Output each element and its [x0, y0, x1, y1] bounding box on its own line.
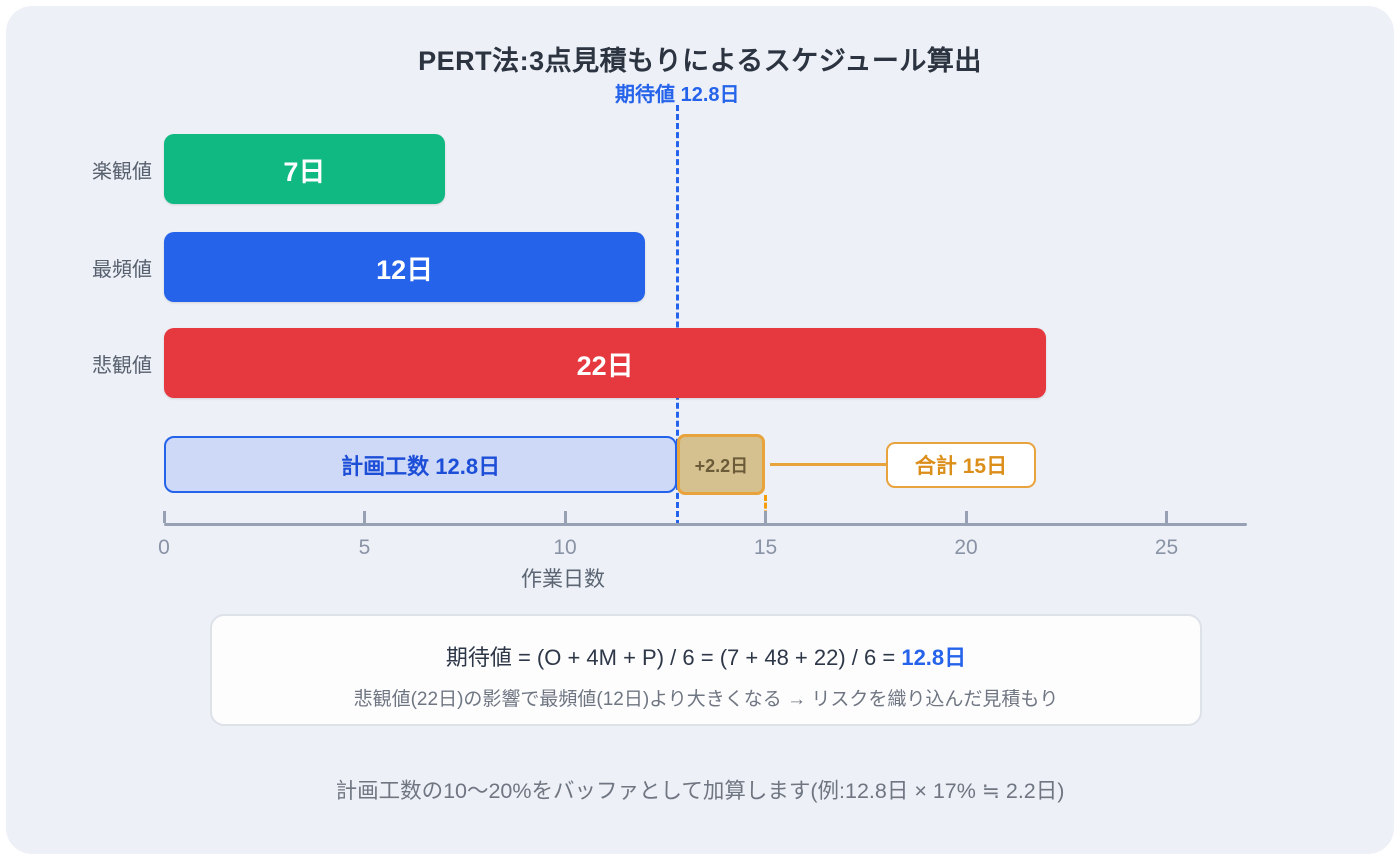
chart-bar-row-pessimistic: 悲観値 22日: [6, 328, 1394, 398]
axis-tick: [563, 511, 567, 523]
axis-tick: [764, 511, 767, 523]
x-axis-title: 作業日数: [521, 568, 605, 591]
axis-tick: [964, 511, 968, 523]
chart-card: PERT法:3点見積もりによるスケジュール算出 期待値 12.8日 楽観値 7日…: [6, 6, 1394, 854]
page-title: PERT法:3点見積もりによるスケジュール算出: [418, 46, 982, 76]
bar-value-label: 22日: [576, 350, 634, 381]
axis-tick: [162, 511, 166, 523]
total-label: 合計 15日: [914, 455, 1008, 478]
formula-result-value: 12.8日: [901, 645, 967, 670]
chart-area: 期待値 12.8日 楽観値 7日 最頻値 12日 悲観値 22日 計画工数 12…: [6, 6, 1394, 854]
plan-bar: 計画工数 12.8日: [164, 436, 678, 493]
chart-bar-row-optimistic: 楽観値 7日: [6, 134, 1394, 204]
bar-value-label: 12日: [376, 254, 434, 285]
axis-tick-label: 0: [158, 536, 170, 559]
buffer-label: +2.2日: [694, 455, 749, 476]
bar-label: 最頻値: [92, 258, 152, 281]
bar-value-label: 7日: [283, 156, 326, 187]
plan-bar-label: 計画工数 12.8日: [341, 453, 501, 479]
formula-line1: 期待値 = (O + 4M + P) / 6 = (7 + 48 + 22) /…: [212, 640, 1200, 672]
value-bar: 12日: [164, 232, 646, 302]
axis-tick-label: 15: [753, 536, 778, 559]
formula-box: 期待値 = (O + 4M + P) / 6 = (7 + 48 + 22) /…: [210, 614, 1202, 726]
footnote: 計画工数の10〜20%をバッファとして加算します(例:12.8日 × 17% ≒…: [335, 779, 1065, 803]
bar-label: 楽観値: [92, 160, 152, 183]
formula-line2: 悲観値(22日)の影響で最頻値(12日)より大きくなる → リスクを織り込んだ見…: [353, 689, 1059, 710]
axis-tick-label: 25: [1154, 536, 1179, 559]
axis-tick-label: 20: [954, 536, 978, 559]
buffer-segment: +2.2日: [677, 434, 766, 495]
x-axis-line: [164, 523, 1247, 526]
axis-tick: [1165, 511, 1168, 523]
buffer-dashed-line: [764, 495, 767, 524]
axis-tick-label: 10: [553, 536, 577, 559]
expected-value-dashed-line: [675, 105, 679, 526]
expected-value-label: 期待値 12.8日: [615, 84, 740, 106]
bar-label: 悲観値: [92, 354, 152, 377]
total-label-box: 合計 15日: [886, 442, 1036, 488]
formula-expression: 期待値 = (O + 4M + P) / 6 = (7 + 48 + 22) /…: [445, 645, 902, 670]
value-bar: 7日: [164, 134, 445, 204]
axis-tick: [363, 511, 366, 523]
value-bar: 22日: [164, 328, 1047, 398]
total-connector-line: [769, 463, 886, 466]
chart-bar-row-most-likely: 最頻値 12日: [6, 232, 1394, 302]
axis-tick-label: 5: [358, 536, 371, 559]
